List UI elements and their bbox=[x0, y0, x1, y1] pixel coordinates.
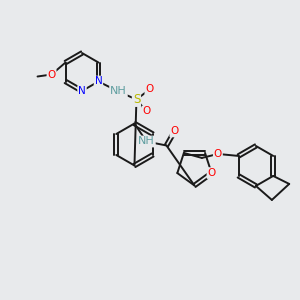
Text: S: S bbox=[133, 93, 140, 106]
Text: O: O bbox=[142, 106, 151, 116]
Text: N: N bbox=[94, 76, 102, 86]
Text: NH: NH bbox=[138, 136, 155, 146]
Text: NH: NH bbox=[110, 86, 127, 97]
Text: O: O bbox=[214, 149, 222, 159]
Text: O: O bbox=[47, 70, 56, 80]
Text: O: O bbox=[170, 127, 178, 136]
Text: O: O bbox=[207, 168, 216, 178]
Text: N: N bbox=[78, 86, 86, 96]
Text: O: O bbox=[145, 85, 154, 94]
